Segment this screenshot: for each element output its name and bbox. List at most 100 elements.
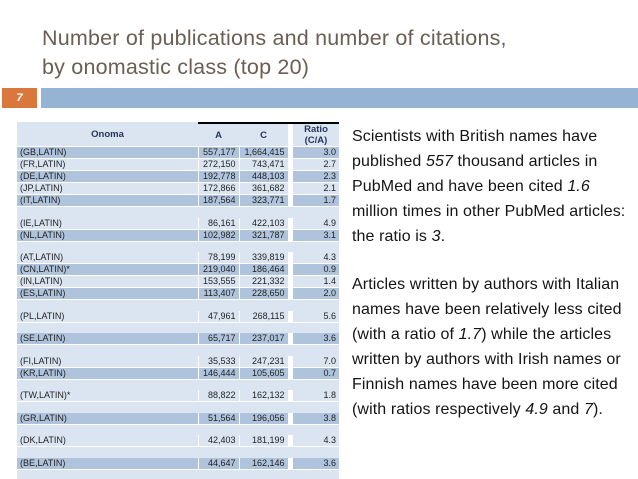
cell-gutter (288, 263, 293, 276)
cell-onoma: (KR,LATIN) (17, 367, 199, 380)
cell-ratio: 1.8 (293, 390, 339, 402)
cell-ratio: 4.3 (293, 435, 339, 447)
notes-number-emphasis: 3 (431, 228, 441, 245)
cell-gutter (288, 287, 293, 300)
table-row: (BE,LATIN) 44,647 162,146 3.6 (17, 457, 339, 470)
cell-c: 323,771 (239, 194, 289, 207)
column-header-a: A (198, 122, 239, 147)
cell-onoma: (IE,LATIN) (17, 217, 199, 230)
cell-a: 44,647 (198, 457, 240, 470)
cell-gutter (288, 217, 293, 230)
table-header-row: Onoma A C Ratio (C/A) (17, 122, 339, 147)
notes-paragraph-2: Articles written by authors with Italian… (352, 272, 638, 422)
table-row: (AT,LATIN) 78,199 339,819 4.3 (17, 252, 339, 264)
cell-gutter (288, 146, 293, 159)
notes-text-segment: thousand articles in PubMed and have bee… (352, 153, 598, 195)
row-spacer (17, 446, 339, 458)
cell-ratio: 4.3 (293, 252, 339, 264)
cell-ratio: 3.0 (293, 146, 339, 159)
row-spacer (17, 401, 339, 413)
table-row: (FI,LATIN) 35,533 247,231 7.0 (17, 355, 339, 368)
row-spacer-cell (17, 322, 339, 333)
cell-gutter (288, 435, 293, 447)
cell-a: 192,778 (198, 170, 240, 183)
cell-c: 339,819 (239, 252, 289, 264)
cell-c: 181,199 (239, 435, 289, 447)
row-spacer-cell (17, 299, 339, 311)
notes-text-block: Scientists with British names have publi… (352, 124, 638, 422)
table-row: (IT,LATIN) 187,564 323,771 1.7 (17, 194, 339, 207)
row-spacer-cell (17, 446, 339, 458)
cell-c: 228,650 (239, 287, 289, 300)
cell-c: 186,464 (239, 263, 289, 276)
cell-ratio: 2.0 (293, 287, 339, 300)
notes-number-emphasis: 1.7 (458, 326, 482, 343)
header-accent-bar (41, 88, 638, 108)
cell-a: 153,555 (198, 275, 240, 288)
table-row: (PL,LATIN) 47,961 268,115 5.6 (17, 310, 339, 323)
slide-title: Number of publications and number of cit… (42, 24, 617, 82)
cell-c: 1,664,415 (239, 146, 289, 159)
cell-a: 172,866 (198, 182, 240, 195)
cell-gutter (288, 412, 293, 425)
cell-onoma: (TW,LATIN)* (17, 390, 199, 402)
cell-ratio: 2.3 (293, 170, 339, 183)
cell-onoma: (GB,LATIN) (17, 146, 199, 159)
cell-c: 237,017 (239, 333, 289, 345)
row-spacer-cell (17, 424, 339, 435)
cell-a: 187,564 (198, 194, 240, 207)
cell-onoma: (AT,LATIN) (17, 252, 199, 264)
cell-ratio: 3.6 (293, 333, 339, 345)
cell-onoma: (DE,LATIN) (17, 170, 199, 183)
cell-gutter (288, 355, 293, 368)
notes-number-emphasis: 4.9 (525, 401, 548, 418)
cell-onoma: (NL,LATIN) (17, 229, 199, 242)
cell-onoma: (FI,LATIN) (17, 355, 199, 368)
cell-a: 219,040 (198, 263, 240, 276)
row-spacer-cell (17, 206, 339, 218)
cell-onoma: (IT,LATIN) (17, 194, 199, 207)
cell-c: 422,103 (239, 217, 289, 230)
table-row: (SE,LATIN) 65,717 237,017 3.6 (17, 333, 339, 345)
cell-a: 113,407 (198, 287, 240, 300)
cell-onoma: (ES,LATIN) (17, 287, 199, 300)
slide-title-line1: Number of publications and number of cit… (42, 26, 507, 50)
cell-c: 221,332 (239, 275, 289, 288)
notes-text-segment: million times in other PubMed articles: … (352, 203, 626, 245)
table-row: (KR,LATIN) 146,444 105,605 0.7 (17, 367, 339, 380)
cell-c: 247,231 (239, 355, 289, 368)
cell-gutter (288, 367, 293, 380)
cell-ratio: 2.1 (293, 182, 339, 195)
cell-gutter (288, 457, 293, 470)
cell-c: 361,682 (239, 182, 289, 195)
cell-c: 743,471 (239, 158, 289, 171)
cell-onoma: (JP,LATIN) (17, 182, 199, 195)
cell-gutter (288, 158, 293, 171)
row-spacer-cell (17, 344, 339, 356)
cell-gutter (288, 275, 293, 288)
cell-a: 51,564 (198, 412, 240, 425)
cell-gutter (288, 390, 293, 402)
row-spacer (17, 469, 339, 479)
table-row: (GR,LATIN) 51,564 196,056 3.8 (17, 412, 339, 425)
table-row: (FR,LATIN) 272,150 743,471 2.7 (17, 158, 339, 171)
row-spacer (17, 322, 339, 333)
cell-ratio: 4.9 (293, 217, 339, 230)
cell-c: 105,605 (239, 367, 289, 380)
table-row: (GB,LATIN) 557,177 1,664,415 3.0 (17, 146, 339, 159)
cell-c: 162,146 (239, 457, 289, 470)
table-row: (TW,LATIN)* 88,822 162,132 1.8 (17, 390, 339, 402)
row-spacer-cell (17, 379, 339, 390)
cell-onoma: (PL,LATIN) (17, 310, 199, 323)
notes-text-segment: ). (592, 401, 603, 418)
cell-onoma: (CN,LATIN)* (17, 263, 199, 276)
row-spacer (17, 424, 339, 435)
row-spacer-cell (17, 401, 339, 413)
cell-ratio: 1.7 (293, 194, 339, 207)
notes-text-segment: and (547, 401, 584, 418)
cell-ratio: 0.9 (293, 263, 339, 276)
cell-a: 272,150 (198, 158, 240, 171)
cell-onoma: (FR,LATIN) (17, 158, 199, 171)
cell-onoma: (DK,LATIN) (17, 435, 199, 447)
